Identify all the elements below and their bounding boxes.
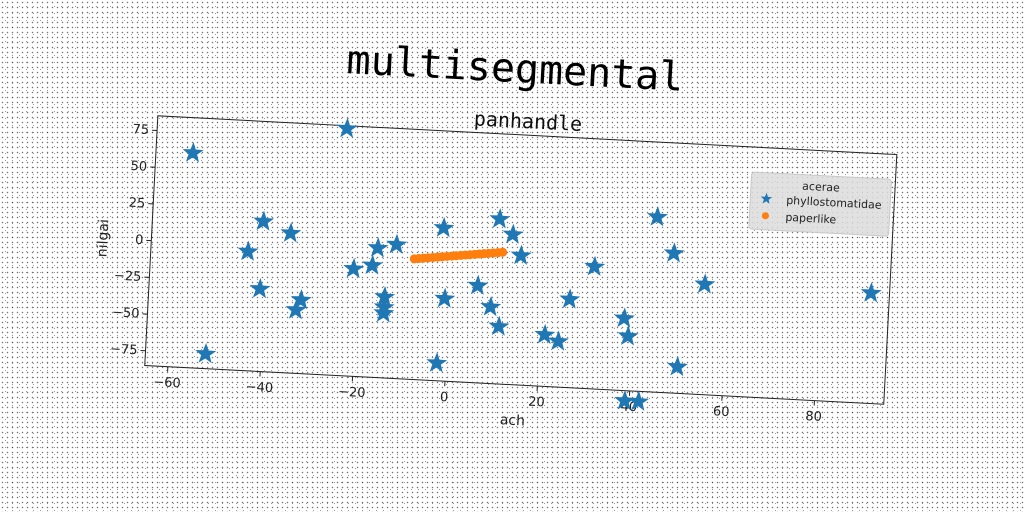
plot-group: panhandle −60−40−20020406080 −75−50−2502…	[94, 106, 898, 429]
star-point	[280, 222, 302, 243]
x-tick-label: 20	[528, 395, 545, 411]
legend-title: acerae	[802, 180, 840, 195]
star-point	[613, 307, 635, 328]
x-tick-label: 60	[713, 404, 730, 420]
star-point	[694, 273, 716, 294]
y-axis-label: nilgai	[94, 219, 112, 258]
star-point	[480, 296, 502, 317]
star-point	[285, 299, 307, 320]
star-point	[510, 244, 532, 265]
x-tick-label: 0	[440, 390, 449, 405]
x-axis: −60−40−20020406080	[153, 366, 822, 425]
star-point	[343, 257, 365, 279]
star-point	[667, 355, 688, 377]
star-point	[237, 240, 259, 261]
star-point	[434, 287, 456, 308]
chart-subtitle: panhandle	[473, 106, 582, 136]
y-tick-label: 75	[132, 122, 149, 138]
legend-entry-label: phyllostomatidae	[786, 194, 882, 212]
star-point	[534, 323, 556, 345]
star-point	[249, 278, 271, 299]
x-tick-label: −20	[338, 385, 366, 401]
star-point	[502, 223, 524, 244]
circle-point	[498, 247, 508, 257]
y-tick-label: 25	[128, 196, 145, 212]
y-axis: −75 −50 −25 0 25 50 75	[110, 122, 158, 358]
star-point	[614, 389, 636, 411]
star-point	[433, 217, 455, 238]
star-point	[374, 286, 396, 307]
star-point	[361, 254, 383, 275]
y-tick-label: −75	[110, 342, 138, 358]
star-point	[290, 289, 312, 310]
legend-box	[748, 171, 892, 237]
x-tick-label: −60	[153, 375, 181, 391]
star-point	[489, 208, 511, 229]
star-point	[559, 288, 581, 309]
star-point	[336, 117, 358, 138]
y-tick-label: −25	[114, 269, 142, 285]
star-point	[467, 274, 489, 295]
legend-star-icon	[760, 192, 773, 204]
star-point	[195, 342, 217, 364]
x-tick-label: −40	[245, 380, 273, 396]
legend-entry-label: paperlike	[785, 211, 837, 227]
x-tick-label: 80	[805, 409, 822, 425]
star-point	[860, 282, 882, 303]
star-point	[488, 315, 510, 336]
star-point	[182, 142, 204, 163]
star-point	[584, 255, 606, 277]
star-point	[628, 390, 649, 411]
star-point	[647, 206, 668, 227]
y-tick-label: 50	[130, 159, 147, 175]
legend-circle-icon	[761, 212, 769, 220]
star-point	[386, 233, 408, 254]
star-point	[547, 330, 569, 351]
star-point	[373, 302, 395, 323]
star-point	[617, 325, 639, 346]
data-marks	[182, 117, 882, 411]
star-point	[663, 242, 685, 263]
y-tick-label: −50	[112, 305, 140, 321]
star-point	[426, 352, 448, 373]
chart-title: multisegmental	[346, 37, 685, 101]
star-point	[367, 237, 389, 258]
y-tick-label: 0	[135, 233, 144, 248]
star-point	[253, 210, 275, 231]
x-axis-label: ach	[499, 412, 525, 429]
